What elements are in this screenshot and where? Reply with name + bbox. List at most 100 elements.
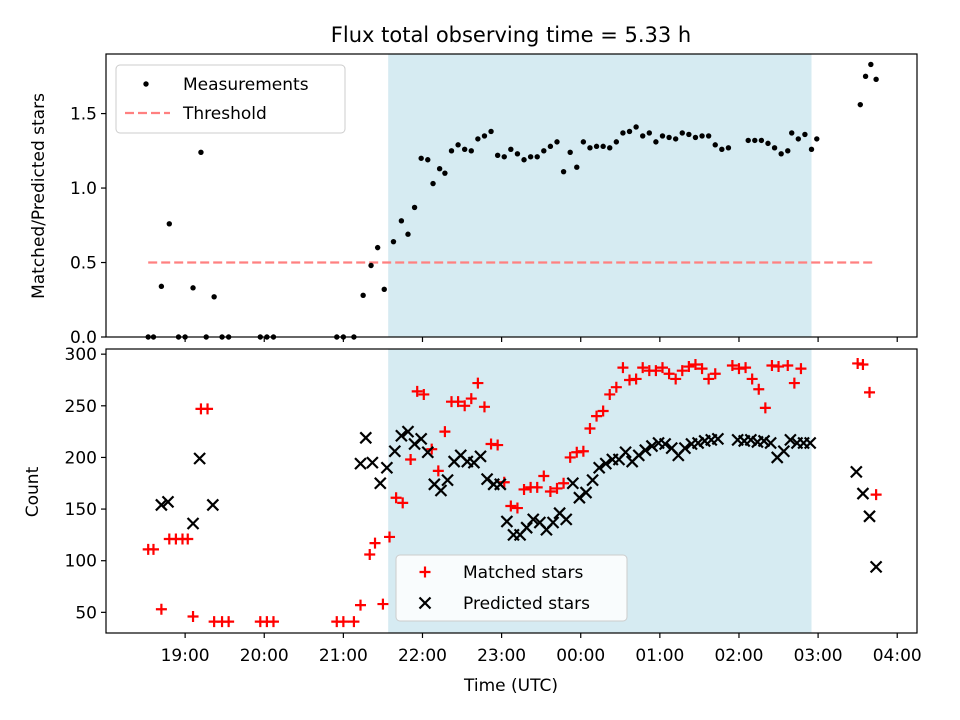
matched-stars-point xyxy=(411,385,423,397)
matched-stars-point xyxy=(377,598,389,610)
matched-stars-point xyxy=(857,358,869,370)
predicted-stars-point xyxy=(599,457,613,470)
matched-stars-point xyxy=(564,451,576,463)
measurement-point xyxy=(705,133,712,139)
matched-stars-point xyxy=(591,410,603,422)
matched-stars-point xyxy=(348,616,360,628)
measurement-point xyxy=(461,146,468,153)
top-y-tick-label: 1.0 xyxy=(70,179,97,199)
predicted-stars-point xyxy=(526,513,540,526)
measurement-point xyxy=(795,136,802,142)
measurement-point xyxy=(857,101,863,108)
matched-stars-point xyxy=(617,362,629,374)
predicted-stars-point xyxy=(155,498,168,512)
top-plot: 0.0 0.5 1.0 1.5 Measurements Threshold xyxy=(70,53,918,348)
x-tick-label: 03:00 xyxy=(794,646,843,666)
bottom-y-tick-label: 200 xyxy=(65,448,97,468)
matched-stars-point xyxy=(746,373,758,385)
matched-stars-point xyxy=(604,388,616,400)
matched-stars-point xyxy=(650,365,662,377)
measurement-point xyxy=(541,148,547,154)
legend-measurements-label: Measurements xyxy=(183,75,309,95)
measurement-point xyxy=(190,285,196,291)
measurement-point xyxy=(198,149,204,156)
measurement-point xyxy=(411,204,418,211)
predicted-stars-point xyxy=(434,484,448,497)
matched-stars-point xyxy=(782,360,794,372)
bottom-y-axis-label: Count xyxy=(23,466,43,517)
predicted-stars-point xyxy=(559,513,573,526)
predicted-stars-point xyxy=(586,473,599,487)
matched-stars-point xyxy=(390,492,402,504)
measurement-point xyxy=(672,136,679,142)
measurement-point xyxy=(640,133,646,139)
matched-stars-point xyxy=(753,383,765,395)
predicted-stars-point xyxy=(850,465,863,479)
predicted-stars-point xyxy=(441,473,454,487)
predicted-stars-point xyxy=(395,429,408,443)
matched-stars-point xyxy=(452,396,464,408)
bottom-series-1 xyxy=(155,425,883,574)
top-axes-frame xyxy=(105,53,918,338)
matched-stars-point xyxy=(364,549,376,561)
measurement-point xyxy=(405,231,411,237)
matched-stars-point xyxy=(663,368,675,380)
matched-stars-point xyxy=(465,393,477,405)
top-y-axis-label: Matched/Predicted stars xyxy=(29,93,49,299)
matched-stars-point xyxy=(740,362,752,374)
matched-stars-point xyxy=(223,616,235,628)
matched-stars-point xyxy=(676,365,688,377)
measurement-point xyxy=(868,61,874,68)
predicted-stars-point xyxy=(374,476,387,490)
predicted-stars-point xyxy=(520,521,533,534)
predicted-stars-point xyxy=(206,498,220,512)
predicted-stars-point xyxy=(161,495,175,509)
measurement-point xyxy=(455,142,461,148)
top-y-tick-label: 0.5 xyxy=(70,254,97,274)
matched-stars-point xyxy=(551,482,563,494)
measurement-point xyxy=(560,168,567,175)
chart-title: Flux total observing time = 5.33 h xyxy=(331,23,691,47)
measurement-point xyxy=(508,146,514,153)
measurement-point xyxy=(873,76,879,83)
measurement-point xyxy=(593,143,600,150)
predicted-stars-point xyxy=(414,432,428,446)
x-axis-label: Time (UTC) xyxy=(463,676,558,696)
matched-stars-point xyxy=(597,405,609,417)
measurement-point xyxy=(802,131,808,138)
measurement-point xyxy=(425,157,431,163)
x-tick-label: 04:00 xyxy=(873,646,922,666)
measurement-point xyxy=(527,154,534,160)
measurement-point xyxy=(211,294,217,300)
measurement-point xyxy=(360,292,366,298)
measurement-point xyxy=(381,286,387,293)
matched-stars-point xyxy=(518,483,530,495)
measurement-point xyxy=(653,139,659,145)
measurement-point xyxy=(646,130,653,136)
matched-stars-point xyxy=(870,489,882,501)
measurement-point xyxy=(418,155,424,161)
measurement-point xyxy=(712,142,718,148)
matched-stars-point xyxy=(577,445,589,457)
predicted-stars-point xyxy=(388,444,402,458)
measurement-point xyxy=(398,218,405,224)
predicted-stars-point xyxy=(784,433,797,447)
legend-matched-label: Matched stars xyxy=(463,563,583,583)
predicted-stars-point xyxy=(777,444,791,458)
measurement-point xyxy=(765,140,771,147)
predicted-stars-point xyxy=(645,439,659,453)
x-tick-label: 01:00 xyxy=(635,646,684,666)
measurement-point xyxy=(494,152,501,158)
bottom-plot: 50 100 150 200 250 300 19:00 20:00 21:00 22:00 23:… xyxy=(65,345,922,666)
predicted-stars-point xyxy=(658,437,672,451)
measurement-point xyxy=(514,151,521,157)
x-tick-label: 02:00 xyxy=(714,646,763,666)
matched-stars-point xyxy=(795,363,807,375)
predicted-stars-point xyxy=(354,457,367,470)
measurement-point xyxy=(475,136,481,142)
measurement-point xyxy=(534,154,540,160)
measurement-point xyxy=(785,148,791,154)
legend-predicted-swatch xyxy=(418,596,432,610)
top-y-tick-label: 0.0 xyxy=(70,328,97,348)
x-tick-label: 22:00 xyxy=(398,646,447,666)
